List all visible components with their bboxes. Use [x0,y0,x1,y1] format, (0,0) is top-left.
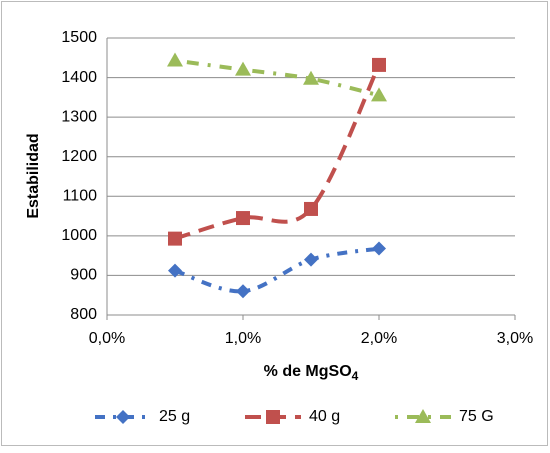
marker [304,252,318,267]
marker [236,284,250,299]
y-tick-label: 1100 [63,188,98,205]
legend-label: 25 g [159,408,190,425]
series-line [174,246,380,294]
marker [304,201,318,216]
marker [372,57,386,72]
marker [236,211,250,226]
legend-marker [116,410,130,424]
marker [168,231,182,246]
y-axis-label: Estabilidad [25,133,42,218]
marker [372,241,386,256]
y-tick-label: 1400 [61,69,97,86]
legend-label: 40 g [309,408,340,425]
x-tick-label: 0,0% [89,330,125,347]
x-tick-label: 1,0% [225,330,261,347]
marker [371,87,387,102]
marker [167,52,183,67]
y-tick-label: 1000 [61,227,97,244]
marker [168,263,182,278]
x-axis-label-subscript: 4 [352,369,359,383]
legend-marker [266,410,280,424]
legend-marker [415,409,431,423]
x-tick-label: 3,0% [497,330,533,347]
legend-label: 75 G [459,408,494,425]
chart-frame [1,1,548,446]
y-tick-label: 1300 [61,108,97,125]
series-line [174,64,381,241]
y-tick-label: 1200 [61,148,97,165]
x-axis-label-main: % de MgSO [264,363,352,380]
y-tick-label: 800 [70,306,97,323]
y-tick-label: 900 [70,267,97,284]
marker [303,70,319,85]
y-tick-label: 1500 [61,29,97,46]
x-axis-label: % de MgSO4 [264,363,359,383]
x-tick-label: 2,0% [361,330,397,347]
marker [235,61,251,76]
